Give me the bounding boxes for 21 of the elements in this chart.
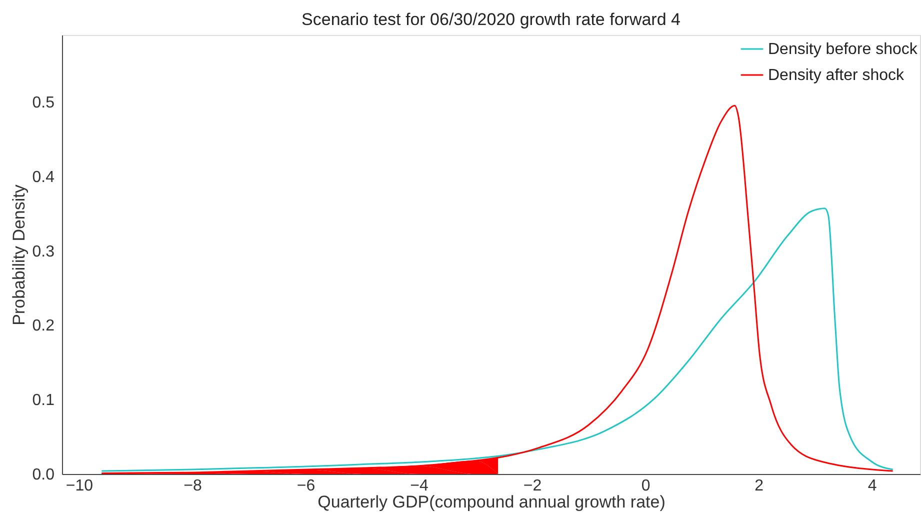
y-tick-label: 0.2: [32, 318, 55, 335]
line-series: [100, 104, 894, 474]
x-tick-label: 2: [754, 478, 764, 494]
x-tick-label: −4: [410, 478, 429, 494]
x-tick-label: 4: [868, 478, 877, 494]
legend-label: Density after shock: [768, 67, 906, 84]
y-axis-title: Probability Density: [9, 184, 28, 326]
x-tick-label: −10: [66, 478, 94, 494]
legend-label: Density before shock: [768, 41, 918, 58]
x-tick-label: −6: [296, 478, 316, 494]
x-tick-label: −8: [184, 478, 202, 494]
x-tick-label: 0: [641, 478, 650, 494]
y-tick-label: 0.4: [32, 168, 55, 186]
x-tick-label: −2: [523, 478, 542, 494]
y-tick-label: 0.5: [32, 94, 55, 112]
line-series: [100, 208, 894, 472]
chart-title: Scenario test for 06/30/2020 growth rate forward 4: [302, 10, 680, 29]
x-axis-title: Quarterly GDP(compound annual growth rate): [318, 492, 666, 512]
y-tick-label: 0.0: [32, 466, 55, 484]
y-tick-label: 0.3: [32, 243, 55, 260]
y-tick-label: 0.1: [32, 392, 55, 410]
